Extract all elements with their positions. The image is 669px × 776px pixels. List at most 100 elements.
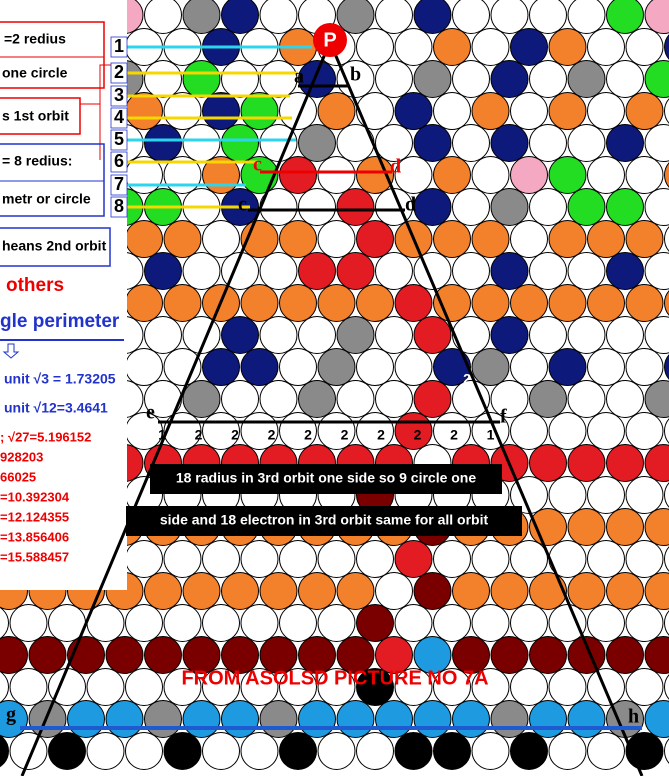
circle <box>317 604 356 642</box>
point-label: d <box>405 194 416 216</box>
circle <box>375 316 413 354</box>
circle <box>317 156 356 194</box>
circle <box>125 412 163 450</box>
base-count: 2 <box>377 427 385 443</box>
base-count: 2 <box>414 427 422 443</box>
circle <box>433 348 471 386</box>
row-number: 8 <box>114 196 124 216</box>
circle <box>625 220 664 258</box>
circle <box>413 60 452 98</box>
caption: side and 18 electron in 3rd orbit same f… <box>160 512 489 528</box>
circle <box>567 124 606 162</box>
circle <box>567 316 606 354</box>
circle <box>279 156 317 194</box>
circle <box>144 636 182 674</box>
circle <box>529 188 567 226</box>
circle <box>413 636 452 674</box>
perimeter-list: unit √3 = 1.73205 unit √12=3.4641 ; √27=5.… <box>0 371 116 565</box>
circle <box>336 316 375 354</box>
circle <box>644 60 669 98</box>
box-text: s 1st orbit <box>2 108 69 124</box>
perimeter-line: ; √27=5.196152 <box>0 429 91 444</box>
circle <box>375 380 413 418</box>
circle <box>221 700 259 738</box>
circle <box>317 540 356 578</box>
circle <box>471 220 510 258</box>
circle <box>625 284 664 322</box>
point-label: e <box>146 402 155 424</box>
circle <box>356 604 394 642</box>
circle <box>625 604 664 642</box>
circle <box>144 316 182 354</box>
circle <box>606 572 644 610</box>
box-text: =2 redius <box>4 31 66 47</box>
point-label: f <box>500 406 507 428</box>
circle <box>144 572 182 610</box>
arrow <box>2 343 20 359</box>
base-count: 2 <box>304 427 312 443</box>
circle <box>125 220 163 258</box>
circle <box>259 252 298 290</box>
footer: FROM ASOLSD PICTURE NO 7A <box>181 667 488 689</box>
circle <box>664 482 669 508</box>
circle <box>510 92 548 130</box>
circle <box>221 0 259 34</box>
circle <box>587 540 625 578</box>
circle <box>317 220 356 258</box>
circle <box>587 412 625 450</box>
circle <box>259 60 298 98</box>
circle <box>413 380 452 418</box>
circle <box>664 226 669 252</box>
number-box <box>110 36 128 58</box>
circle <box>279 284 317 322</box>
circle <box>510 668 548 706</box>
circle <box>163 348 202 386</box>
circle <box>9 604 48 642</box>
number-box <box>110 62 128 84</box>
circle <box>452 572 490 610</box>
circle <box>664 98 669 124</box>
circle <box>664 354 669 380</box>
circle <box>452 700 490 738</box>
circle <box>510 220 548 258</box>
circle <box>163 92 202 130</box>
circle <box>0 606 9 640</box>
point-label: c <box>253 154 262 176</box>
circle <box>567 0 606 34</box>
box-text: one circle <box>2 65 68 81</box>
circle <box>587 284 625 322</box>
circle <box>394 156 433 194</box>
circle <box>625 668 664 706</box>
circle <box>317 348 356 386</box>
circle <box>548 220 587 258</box>
circle <box>433 540 471 578</box>
box-text: = 8 redius: <box>2 153 72 169</box>
circle <box>298 380 336 418</box>
base-counts: 1 2 2 2 2 2 2 2 2 1 <box>158 427 495 443</box>
circle <box>125 732 163 770</box>
circle <box>567 572 606 610</box>
circle <box>490 60 529 98</box>
circle <box>125 668 163 706</box>
circle <box>375 0 413 34</box>
point-label: d <box>390 156 401 178</box>
circle <box>0 670 9 704</box>
circle <box>375 572 413 610</box>
circle <box>644 316 669 354</box>
circle <box>606 252 644 290</box>
circle <box>163 732 202 770</box>
circle <box>413 316 452 354</box>
circle <box>298 636 336 674</box>
circle <box>529 636 567 674</box>
circle <box>644 0 669 34</box>
circle <box>279 348 317 386</box>
circle <box>182 636 221 674</box>
circle <box>490 124 529 162</box>
circle <box>664 738 669 764</box>
circle <box>606 508 644 546</box>
row-number: 3 <box>114 85 124 105</box>
circle <box>490 700 529 738</box>
perimeter-line: =15.588457 <box>0 549 69 564</box>
circle <box>548 156 587 194</box>
circle <box>105 700 144 738</box>
